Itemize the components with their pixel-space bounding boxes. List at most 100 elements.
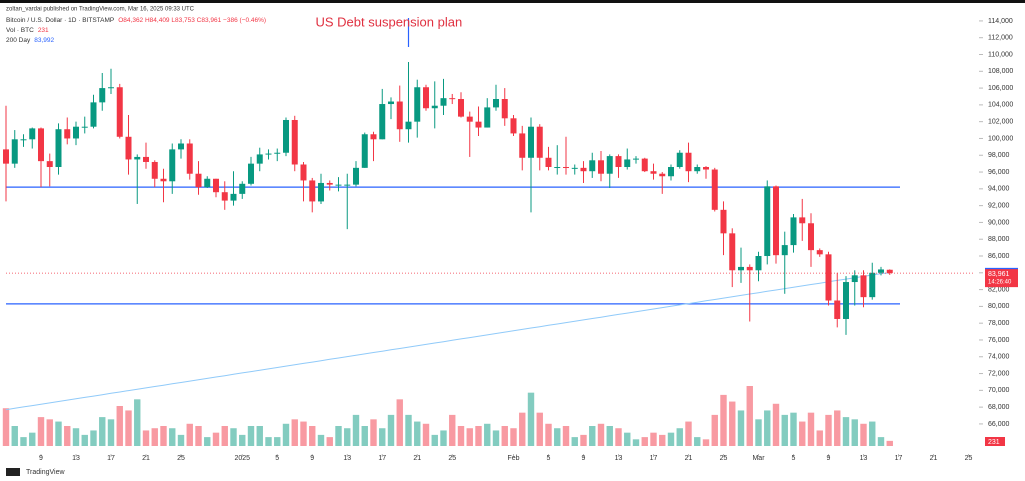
- volume-bar: [860, 423, 867, 446]
- candle-body: [519, 133, 526, 158]
- candle-body: [99, 88, 106, 103]
- y-tick-label: 90,000: [988, 219, 1010, 226]
- candle-body: [11, 139, 18, 164]
- volume-bar: [676, 428, 683, 446]
- volume-bar: [580, 434, 587, 446]
- candle-body: [843, 282, 849, 319]
- volume-bar: [562, 426, 570, 446]
- candle-body: [633, 158, 639, 160]
- volume-bar: [484, 423, 491, 446]
- volume-bar: [414, 421, 421, 446]
- candle-body: [860, 275, 867, 298]
- candle-body: [440, 98, 447, 106]
- volume-bar: [265, 437, 272, 446]
- candle-body: [711, 169, 718, 210]
- volume-bar: [816, 430, 823, 446]
- volume-bar: [195, 426, 202, 446]
- volume-bar: [134, 399, 141, 446]
- volume-bar: [125, 410, 132, 446]
- candle-body: [738, 266, 744, 271]
- candle-body: [309, 180, 316, 202]
- x-tick-label: 13: [72, 455, 80, 462]
- ma-value: 83,992: [34, 37, 54, 44]
- volume-name: Vol · BTC: [6, 27, 34, 34]
- candle-body: [659, 173, 666, 177]
- volume-bar: [545, 423, 552, 446]
- x-tick-label: 5: [547, 455, 551, 462]
- candle-body: [799, 217, 806, 224]
- candle-body: [536, 126, 543, 158]
- candle-body: [563, 167, 569, 169]
- volume-bar: [20, 437, 27, 446]
- candle-body: [484, 107, 491, 128]
- volume-bar: [29, 432, 36, 446]
- candle-body: [213, 178, 219, 193]
- candle-body: [318, 182, 324, 202]
- volume-bar: [571, 437, 578, 446]
- volume-bar: [466, 428, 473, 446]
- volume-bar: [379, 428, 386, 446]
- candle-body: [703, 167, 709, 170]
- candle-body: [291, 119, 298, 165]
- candle-body: [38, 128, 44, 162]
- y-tick-label: 68,000: [988, 404, 1010, 411]
- y-tick-label: 94,000: [988, 186, 1010, 193]
- y-tick-label: 96,000: [988, 169, 1010, 176]
- volume-bar: [694, 437, 701, 446]
- x-tick-label: 17: [650, 455, 658, 462]
- candle-body: [335, 184, 342, 186]
- x-tick-label: 9: [827, 455, 831, 462]
- attribution: zoltan_vardai published on TradingView.c…: [6, 7, 195, 13]
- y-tick-label: 104,000: [988, 102, 1013, 109]
- candle-body: [589, 160, 596, 172]
- volume-bar: [46, 419, 53, 446]
- volume-bar: [519, 412, 526, 446]
- y-tick-label: 102,000: [988, 119, 1013, 126]
- volume-bar: [230, 428, 237, 446]
- volume-bar: [475, 426, 482, 446]
- candle-body: [493, 99, 499, 108]
- volume-bar: [116, 406, 123, 446]
- volume-bar: [510, 428, 517, 446]
- y-tick-label: 108,000: [988, 68, 1013, 75]
- symbol-name: Bitcoin / U.S. Dollar · 1D · BITSTAMP: [6, 17, 114, 24]
- volume-bar: [536, 412, 543, 446]
- volume-bar: [641, 437, 648, 446]
- volume-bar: [886, 440, 893, 446]
- candle-body: [81, 126, 88, 128]
- candle-body: [116, 87, 123, 137]
- candle-body: [221, 192, 228, 201]
- price-tag-label: 83,961: [988, 271, 1010, 278]
- volume-bar: [291, 419, 298, 446]
- candle-body: [685, 152, 692, 172]
- volume-bar: [825, 414, 832, 446]
- volume-bar: [247, 426, 255, 446]
- volume-bar: [877, 437, 885, 446]
- candle-body: [431, 105, 438, 109]
- x-tick-label: Feb: [507, 455, 519, 462]
- candle-body: [29, 128, 36, 140]
- volume-bar: [282, 423, 290, 446]
- candle-body: [3, 149, 9, 164]
- volume-bar: [755, 419, 762, 446]
- volume-bar: [746, 386, 753, 446]
- volume-bar: [729, 401, 736, 446]
- candle-body: [825, 254, 832, 301]
- volume-bar: [160, 426, 167, 446]
- volume-bar: [326, 437, 333, 446]
- volume-bar: [344, 428, 351, 446]
- volume-bar: [177, 434, 185, 446]
- countdown: 14:26:40: [988, 280, 1012, 286]
- y-tick-label: 80,000: [988, 303, 1010, 310]
- candle-body: [458, 99, 464, 117]
- x-tick-label: 13: [343, 455, 351, 462]
- candle-body: [370, 134, 377, 140]
- y-tick-label: 66,000: [988, 421, 1010, 428]
- volume-bar: [842, 417, 850, 446]
- candle-body: [466, 116, 473, 122]
- candle-body: [615, 156, 622, 168]
- volume-bar: [352, 414, 360, 446]
- candle-body: [580, 167, 587, 172]
- volume-value: 231: [38, 27, 49, 34]
